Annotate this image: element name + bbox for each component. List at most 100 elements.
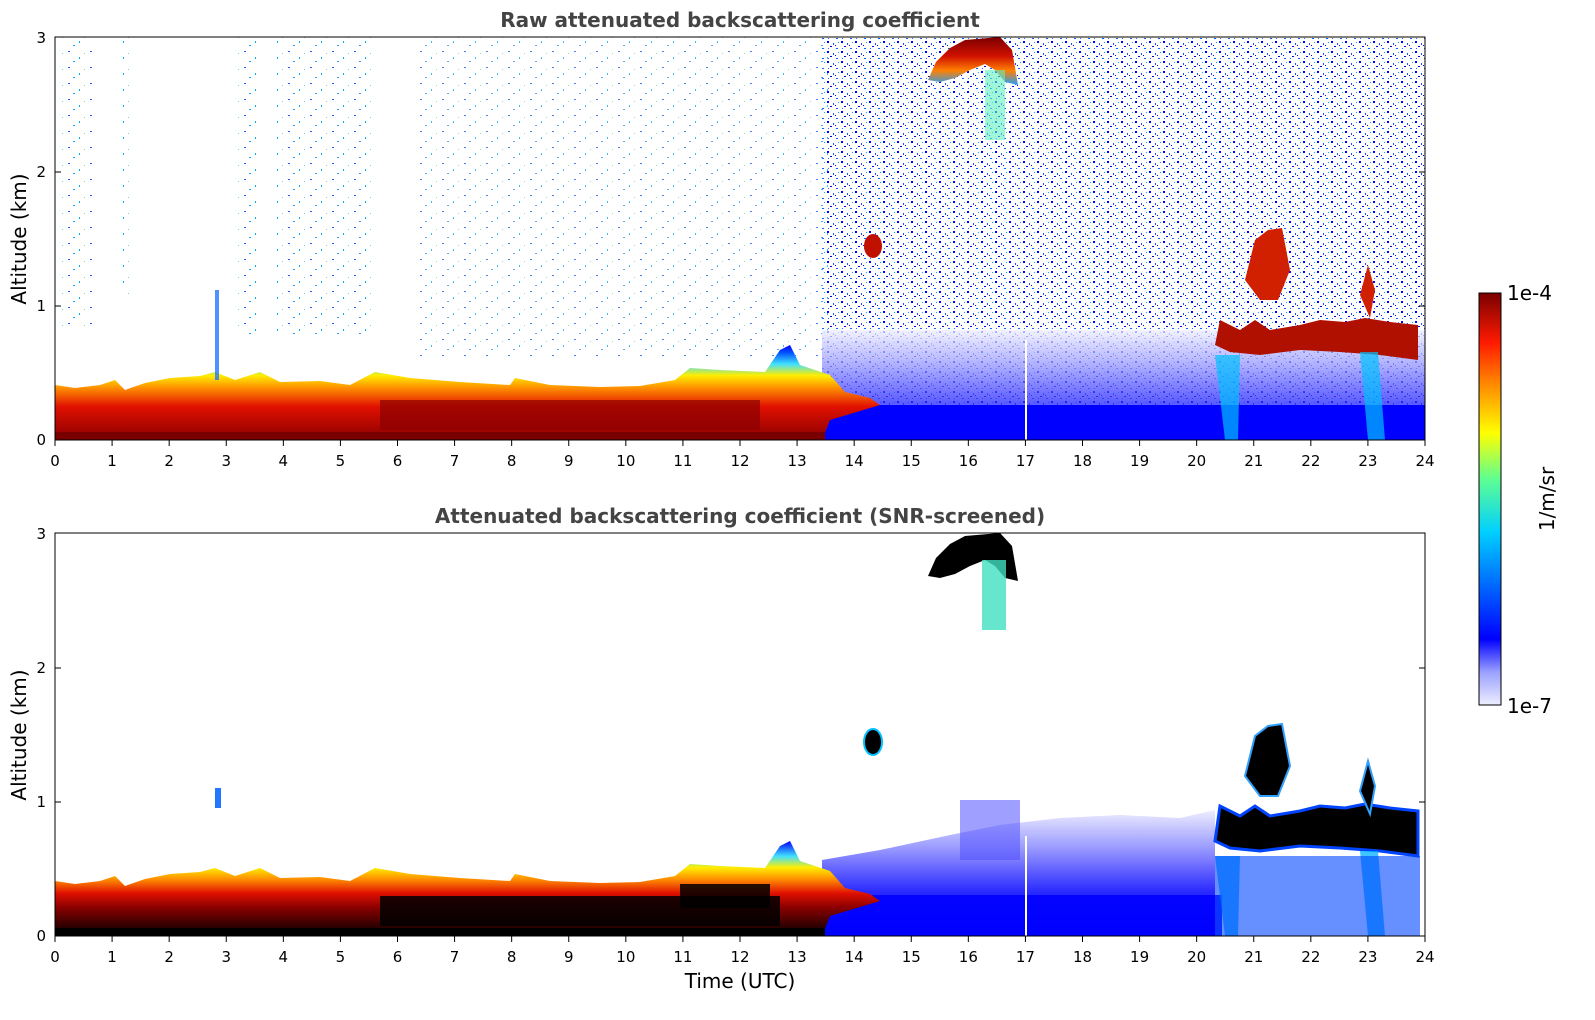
x-raw-tick-label: 2 [164,452,174,470]
x-raw-tick-label: 22 [1301,452,1320,470]
x-raw-tick-label: 0 [50,452,60,470]
panel-raw: Raw attenuated backscattering coefficien… [7,8,1435,470]
heatmap-raw [55,37,1425,440]
chart-title-raw: Raw attenuated backscattering coefficien… [500,8,980,32]
x-axis-raw: 0 1 2 3 4 5 6 7 8 9 10 11 12 13 14 15 16 17 18 19 20 21 22 23 24 [50,440,1435,470]
y-tick-screened: 3 [36,525,46,543]
x-raw-tick-label: 17 [1016,452,1035,470]
cloud-3-tops-screened [1243,722,1377,818]
x-raw-tick-label: 10 [616,452,635,470]
x-screened-tick-label: 14 [845,948,864,966]
x-raw-tick-label: 16 [959,452,978,470]
x-axis-label: Time (UTC) [684,969,796,993]
x-screened-tick-label: 7 [450,948,460,966]
colorbar-ramp [1478,292,1502,706]
x-screened-tick-label: 18 [1073,948,1092,966]
gap-1-screened [1025,836,1027,936]
x-screened-tick-label: 15 [902,948,921,966]
x-raw-tick-label: 6 [393,452,403,470]
x-screened-tick-label: 10 [616,948,635,966]
spike-1-screened [215,788,221,808]
cloud-3-base-screened [1215,856,1420,936]
x-screened-tick-label: 0 [50,948,60,966]
x-raw-tick-label: 5 [336,452,346,470]
x-raw-tick-label: 21 [1244,452,1263,470]
x-raw-tick-label: 19 [1130,452,1149,470]
noise-band-early-3 [238,37,256,337]
x-screened-tick-label: 11 [673,948,692,966]
colorbar-unit-label: 1/m/sr [1535,466,1559,531]
x-raw-tick-label: 4 [279,452,289,470]
y-axis-label-raw: Altitude (km) [7,173,31,304]
x-screened-tick-label: 12 [730,948,749,966]
x-axis-screened: 0 1 2 3 4 5 6 7 8 9 10 11 12 13 14 15 16 17 18 19 20 21 22 23 24 [50,936,1435,966]
x-raw-tick-label: 20 [1187,452,1206,470]
x-raw-tick-label: 15 [902,452,921,470]
cloud-3-fallstreak [1215,352,1385,440]
colorbar-min-label: 1e-7 [1507,694,1552,718]
bl-core [380,400,760,430]
cloud-2 [864,234,882,258]
y-tick-screened: 2 [36,659,46,677]
cloud-3 [1215,318,1418,360]
x-raw-tick-label: 11 [673,452,692,470]
cloud-2-screened [863,728,883,756]
x-screened-tick-label: 2 [164,948,174,966]
chart-title-screened: Attenuated backscattering coefficient (S… [435,504,1045,528]
y-axis-raw: 0 1 2 3 [36,29,1425,449]
y-tick-raw: 0 [36,431,46,449]
x-raw-tick-label: 8 [507,452,517,470]
base-line [55,432,825,440]
y-tick-raw: 3 [36,29,46,47]
x-raw-tick-label: 12 [730,452,749,470]
x-screened-tick-label: 17 [1016,948,1035,966]
cloud-1-tail-screened [982,560,1006,630]
x-screened-tick-label: 20 [1187,948,1206,966]
x-screened-tick-label: 23 [1358,948,1377,966]
x-screened-tick-label: 3 [221,948,231,966]
heatmap-screened [55,533,1425,936]
cloud-3-screened [1213,802,1420,858]
cloud-1-tail [985,70,1005,140]
noise-band-early-1 [62,37,94,327]
x-screened-tick-label: 22 [1301,948,1320,966]
colorbar: 1e-4 1e-7 1/m/sr [1478,281,1559,718]
cloud-1 [928,37,1018,85]
x-screened-tick-label: 5 [336,948,346,966]
x-screened-tick-label: 21 [1244,948,1263,966]
y-axis-screened: 0 1 2 3 [36,525,1425,945]
cloud-3-tops [1245,228,1375,318]
x-raw-tick-label: 13 [788,452,807,470]
x-raw-tick-label: 1 [107,452,117,470]
y-tick-screened: 1 [36,793,46,811]
y-tick-screened: 0 [36,927,46,945]
x-raw-tick-label: 14 [845,452,864,470]
x-raw-tick-label: 3 [221,452,231,470]
colorbar-max-label: 1e-4 [1507,281,1552,305]
x-screened-tick-label: 1 [107,948,117,966]
x-raw-tick-label: 18 [1073,452,1092,470]
gap-1 [1025,340,1027,440]
bl-core-screened-2 [680,884,770,908]
y-axis-label-screened: Altitude (km) [7,669,31,800]
x-screened-tick-label: 9 [564,948,574,966]
screened-blob-1 [960,800,1020,860]
base-line-screened [55,928,825,936]
x-raw-tick-label: 23 [1358,452,1377,470]
x-screened-tick-label: 16 [959,948,978,966]
x-screened-tick-label: 13 [788,948,807,966]
panel-screened: Attenuated backscattering coefficient (S… [7,504,1435,993]
noise-base [822,405,1425,440]
y-tick-raw: 1 [36,297,46,315]
screened-low-base [822,895,1222,936]
spike-1 [215,290,219,380]
cloud-1-screened [928,533,1018,581]
x-screened-tick-label: 19 [1130,948,1149,966]
x-raw-tick-label: 7 [450,452,460,470]
x-screened-tick-label: 4 [279,948,289,966]
noise-band-mid [420,37,830,357]
x-screened-tick-label: 8 [507,948,517,966]
x-raw-tick-label: 24 [1415,452,1434,470]
x-screened-tick-label: 6 [393,948,403,966]
